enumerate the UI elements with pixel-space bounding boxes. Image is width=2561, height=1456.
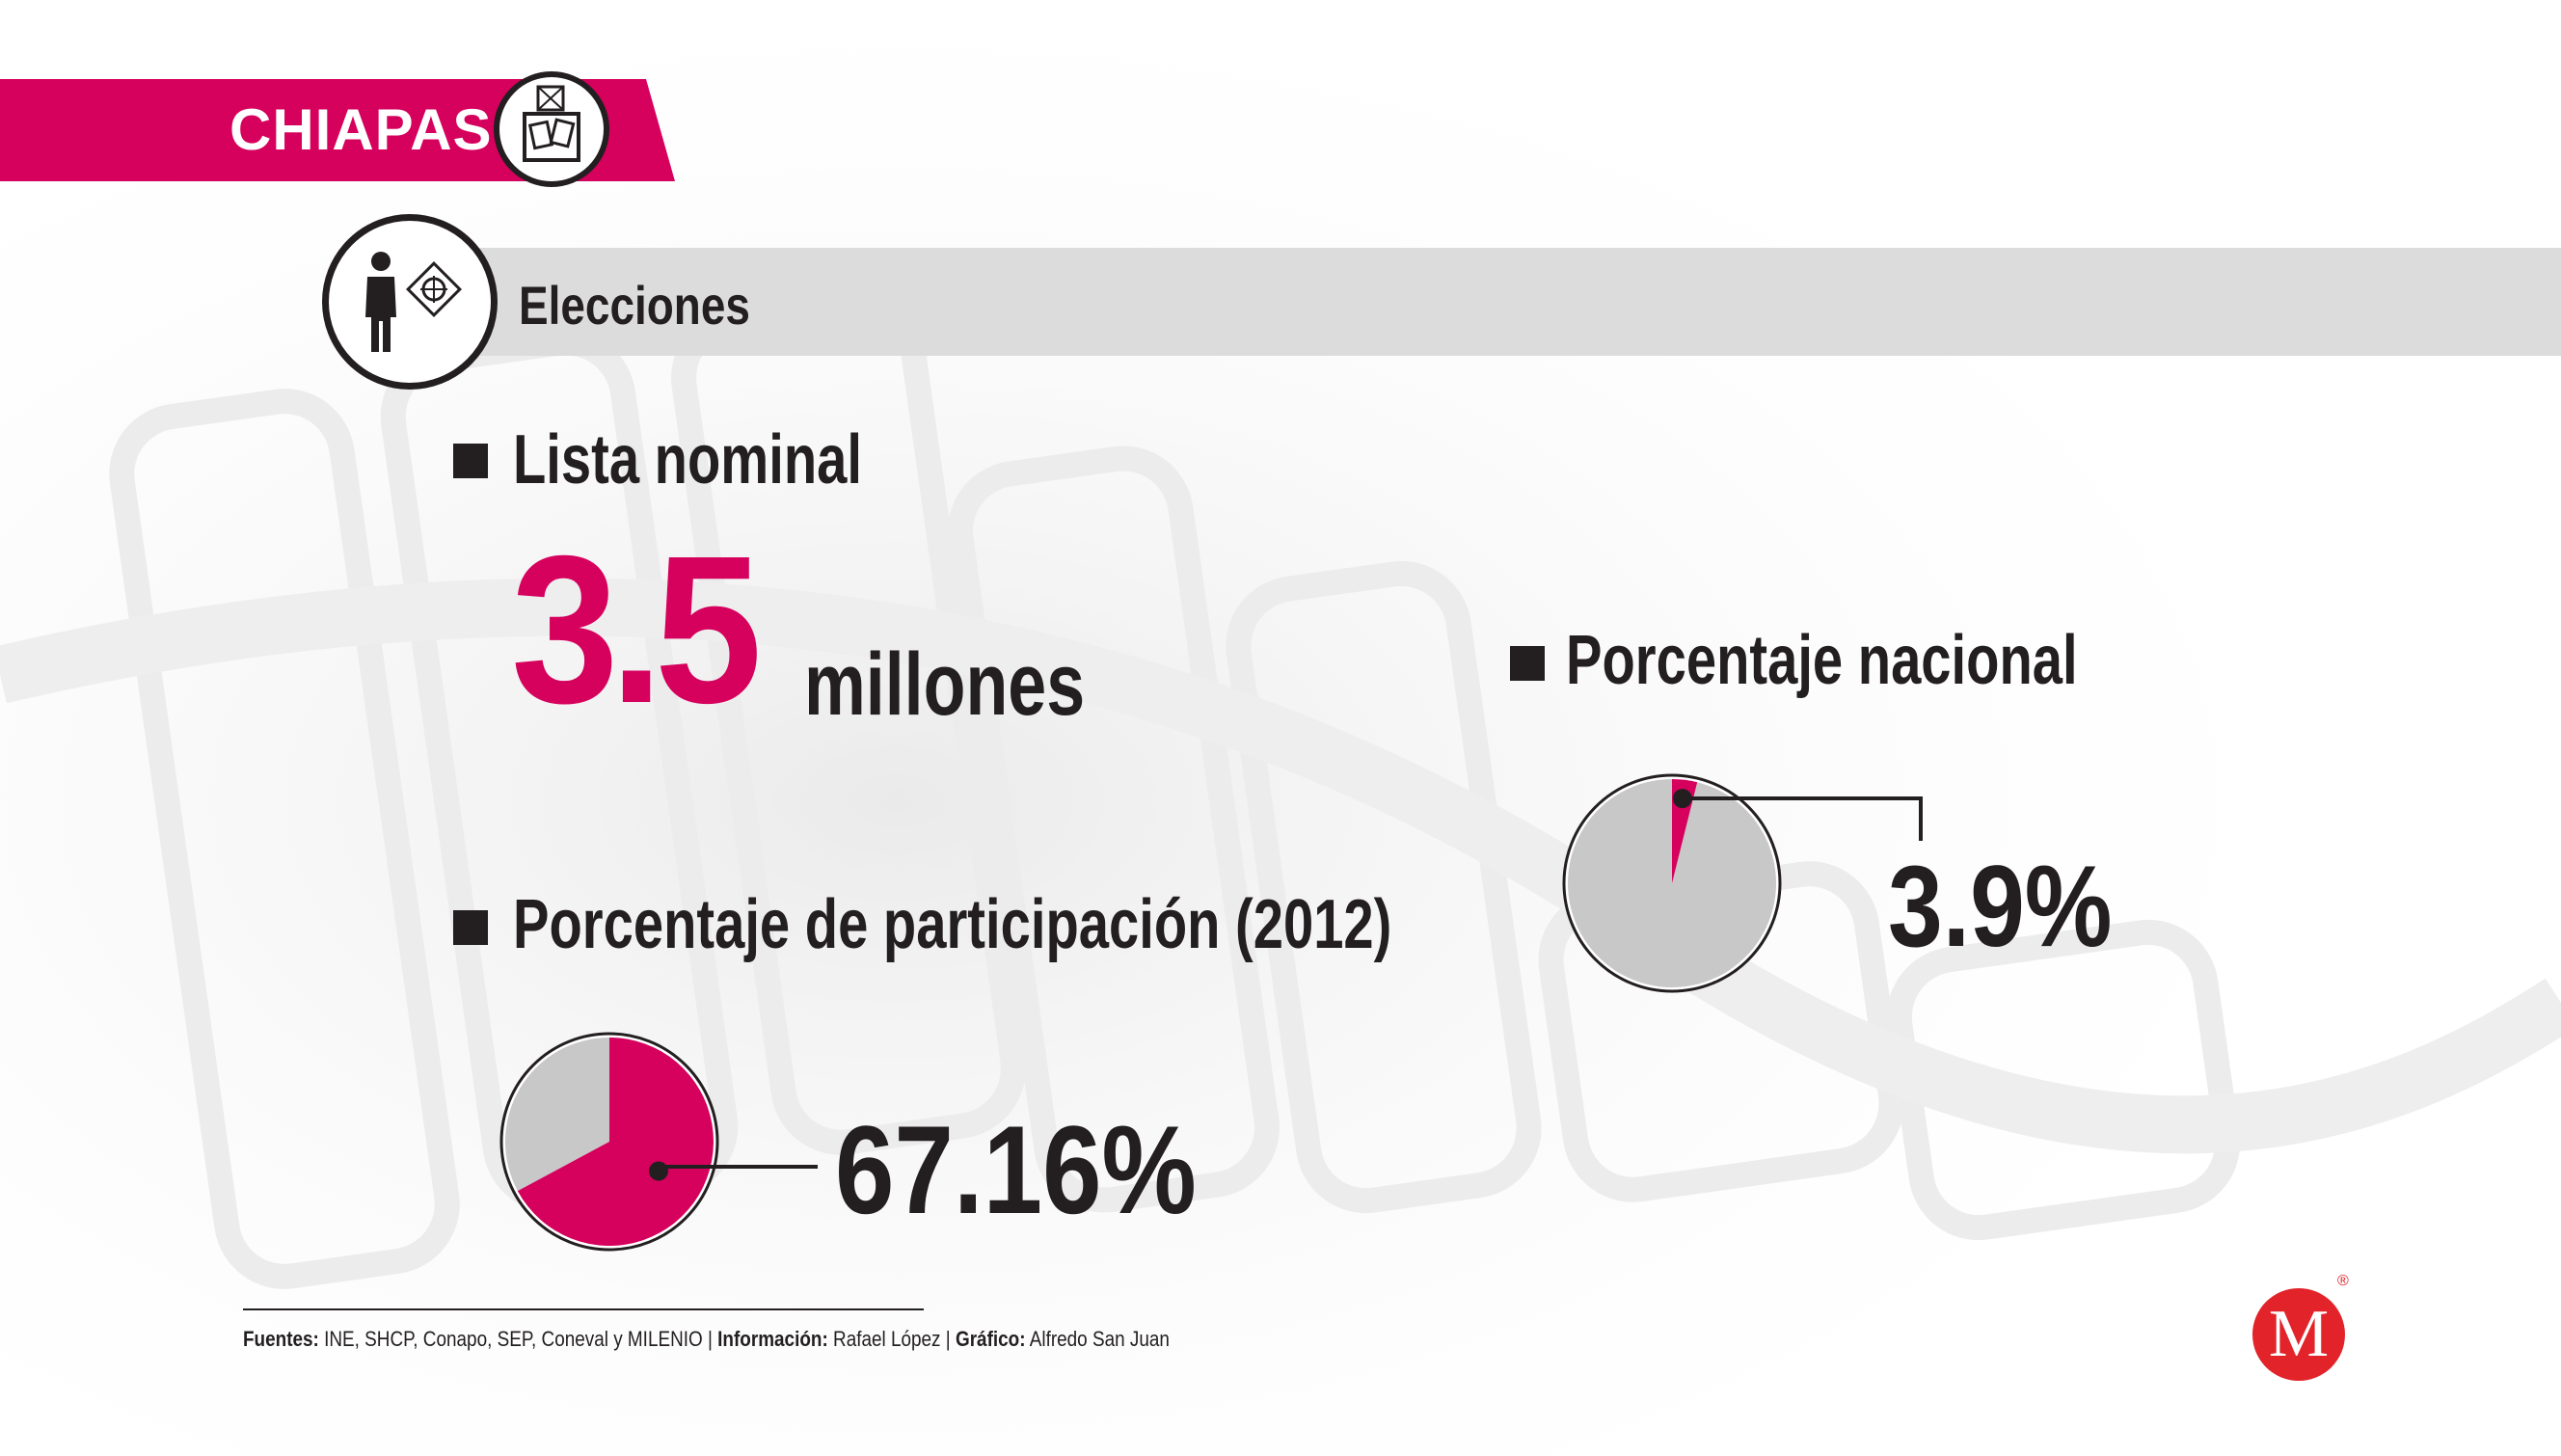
footer-fuentes-value: INE, SHCP, Conapo, SEP, Coneval y MILENI… [324,1327,703,1351]
participacion-heading: Porcentaje de participación (2012) [513,886,1392,963]
pie-callout-dot [1672,789,1692,809]
lista-nominal-heading: Lista nominal [513,421,862,499]
footer-fuentes-label: Fuentes: [243,1327,319,1351]
participacion-pie-chart [499,1032,719,1252]
footer-informacion-value: Rafael López [833,1327,941,1351]
region-title: CHIAPAS [229,97,493,162]
footer-separator-2: | [945,1327,951,1351]
participacion-callout-line [656,1165,818,1169]
bullet-nacional [1510,646,1545,681]
nacional-value-label: 3.9% [1888,842,2113,971]
section-bar [453,248,2561,356]
pie-slice-highlight [517,1038,714,1246]
participacion-value-label: 67.16% [835,1099,1197,1240]
nacional-pie-chart [1562,773,1782,993]
lista-nominal-value: 3.5 [511,513,762,747]
registered-mark: ® [2337,1273,2349,1289]
section-title: Elecciones [519,275,750,336]
nacional-heading: Porcentaje nacional [1566,622,2078,699]
footer-informacion-label: Información: [717,1327,828,1351]
pie-slice-rest [505,1038,609,1192]
footer-grafico-value: Alfredo San Juan [1029,1327,1170,1351]
voter-ballot-icon [322,214,498,390]
lista-nominal-unit: millones [804,635,1086,734]
footer-separator: | [707,1327,713,1351]
footer-grafico-label: Gráfico: [955,1327,1026,1351]
nacional-callout-line [1691,796,1923,841]
footer-credits: Fuentes: INE, SHCP, Conapo, SEP, Coneval… [243,1327,1170,1352]
bullet-participacion [453,910,488,945]
milenio-logo: M [2252,1288,2345,1381]
footer-rule [243,1308,924,1310]
ballot-box-icon [494,71,609,187]
bullet-lista-nominal [453,444,488,478]
